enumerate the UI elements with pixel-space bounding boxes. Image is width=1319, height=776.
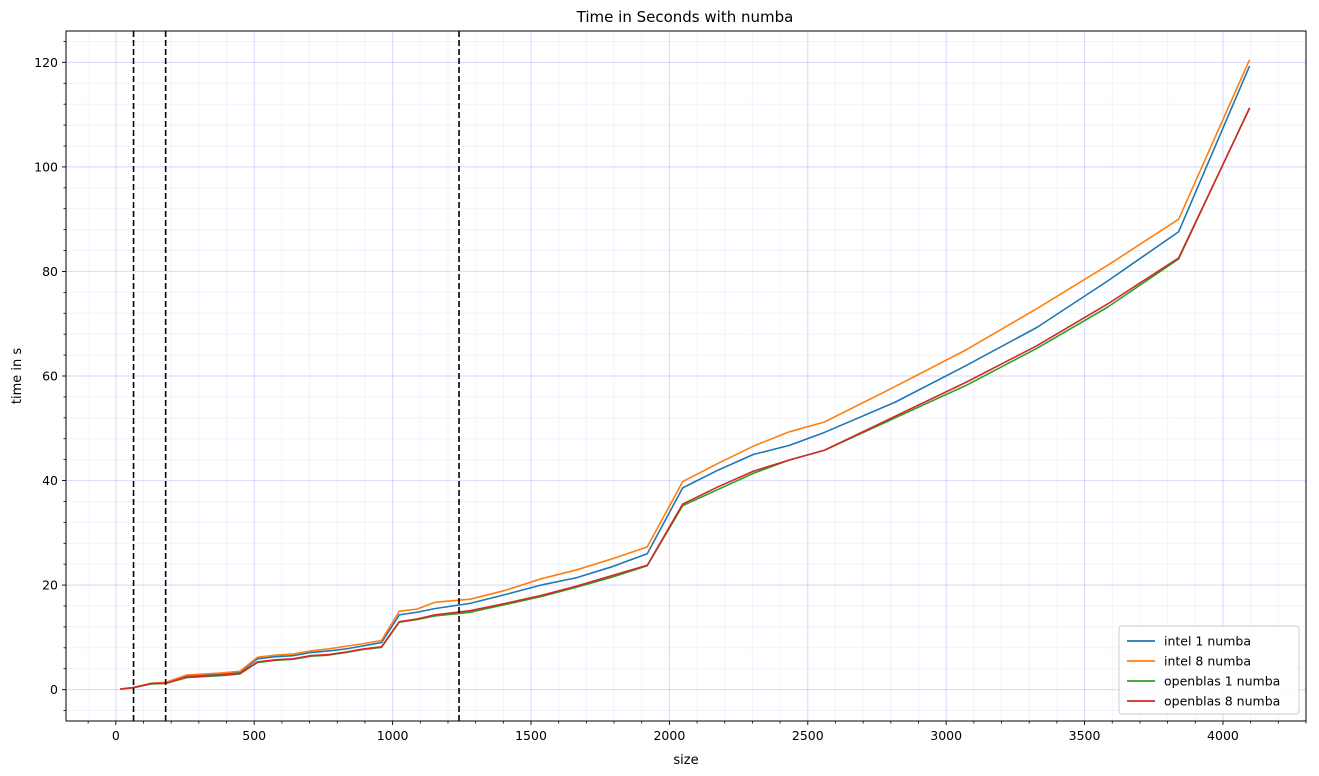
y-tick-label: 120: [34, 55, 58, 70]
legend-box: [1118, 625, 1300, 715]
y-tick-label: 40: [42, 473, 58, 488]
series-line-1: [120, 59, 1251, 690]
x-tick-label: 3000: [930, 728, 962, 743]
x-tick-label: 1000: [377, 728, 409, 743]
x-tick-label: 0: [112, 728, 120, 743]
legend-label-2: openblas 1 numba: [1164, 674, 1280, 689]
vertical-markers: [132, 31, 460, 721]
y-axis-label: time in s: [10, 348, 25, 404]
x-tick-label: 1500: [515, 728, 547, 743]
legend-label-1: intel 8 numba: [1164, 654, 1251, 669]
y-tick-label: 80: [42, 264, 58, 279]
y-tick-label: 0: [50, 682, 58, 697]
x-tick-label: 500: [242, 728, 266, 743]
chart-title: Time in Seconds with numba: [576, 8, 794, 26]
legend-label-0: intel 1 numba: [1164, 634, 1251, 649]
x-axis-label: size: [673, 753, 698, 768]
y-tick-label: 20: [42, 578, 58, 593]
y-tick-label: 100: [34, 159, 58, 174]
x-tick-label: 3500: [1069, 728, 1101, 743]
y-tick-label: 60: [42, 369, 58, 384]
series-line-3: [120, 108, 1251, 690]
series-lines: [120, 59, 1251, 690]
x-tick-label: 2000: [653, 728, 685, 743]
x-tick-label: 2500: [792, 728, 824, 743]
x-tick-label: 4000: [1207, 728, 1239, 743]
series-line-0: [120, 65, 1251, 690]
legend-label-3: openblas 8 numba: [1164, 694, 1280, 709]
legend: intel 1 numba intel 8 numba openblas 1 num…: [1118, 625, 1300, 715]
axis-ticks: 0 500 1000 1500 2000 2500 3000 3500 4000 0 20 40 60 8…: [34, 41, 1307, 743]
major-grid: [66, 31, 1306, 721]
